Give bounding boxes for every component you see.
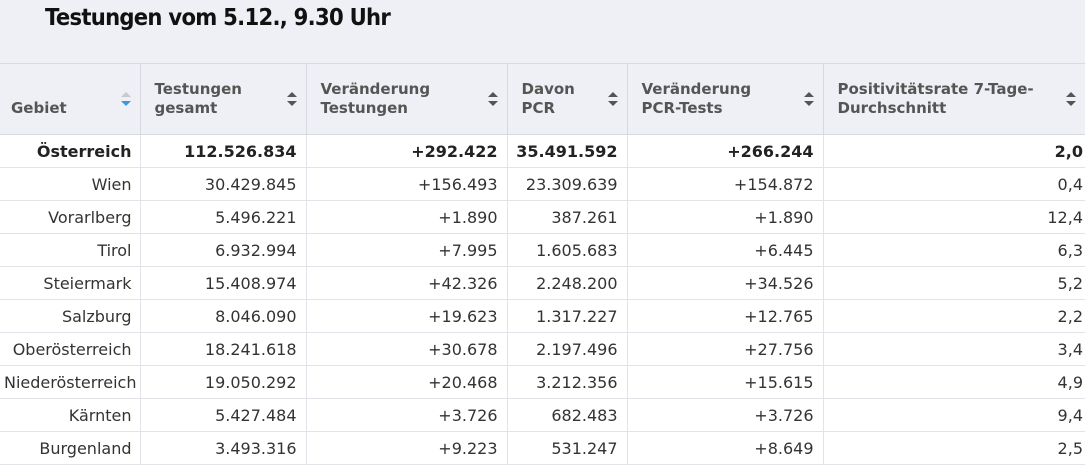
value-cell: 3.212.356 xyxy=(507,365,628,399)
column-header-label: Positivitätsrate 7-Tage-Durchschnitt xyxy=(837,80,1034,117)
column-header-label: Gebiet xyxy=(11,99,67,117)
table-row: Österreich 112.526.834 +292.422 35.491.592 +… xyxy=(0,134,1085,168)
region-cell: Wien xyxy=(0,167,141,201)
region-cell: Tirol xyxy=(0,233,141,267)
value-cell: 30.429.845 xyxy=(140,167,307,201)
table-row: Tirol 6.932.994 +7.995 1.605.683 +6.445 6,3 xyxy=(0,233,1085,267)
value-cell: +27.756 xyxy=(627,332,824,366)
value-cell: 2.197.496 xyxy=(507,332,628,366)
column-header-label: Veränderung PCR-Tests xyxy=(641,80,752,117)
value-cell: 6,3 xyxy=(823,233,1085,267)
value-cell: +1.890 xyxy=(627,200,824,234)
table-row: Vorarlberg 5.496.221 +1.890 387.261 +1.890 12… xyxy=(0,200,1085,234)
region-cell: Burgenland xyxy=(0,431,141,465)
header-veraenderung-pcr-tests[interactable]: Veränderung PCR-Tests xyxy=(627,63,824,135)
value-cell: 2,5 xyxy=(823,431,1085,465)
value-cell: 5.427.484 xyxy=(140,398,307,432)
header-gebiet[interactable]: Gebiet xyxy=(0,63,141,135)
value-cell: +15.615 xyxy=(627,365,824,399)
table-row: Steiermark 15.408.974 +42.326 2.248.200 +34.… xyxy=(0,266,1085,300)
value-cell: +12.765 xyxy=(627,299,824,333)
sort-icon[interactable] xyxy=(1065,90,1077,108)
value-cell: 2.248.200 xyxy=(507,266,628,300)
header-testungen-gesamt[interactable]: Testungen gesamt xyxy=(140,63,307,135)
value-cell: 15.408.974 xyxy=(140,266,307,300)
region-cell: Salzburg xyxy=(0,299,141,333)
value-cell: +292.422 xyxy=(306,134,508,168)
value-cell: 8.046.090 xyxy=(140,299,307,333)
value-cell: 1.317.227 xyxy=(507,299,628,333)
value-cell: +156.493 xyxy=(306,167,508,201)
value-cell: 6.932.994 xyxy=(140,233,307,267)
value-cell: +6.445 xyxy=(627,233,824,267)
table-row: Burgenland 3.493.316 +9.223 531.247 +8.649 2,… xyxy=(0,431,1085,465)
value-cell: 1.605.683 xyxy=(507,233,628,267)
column-header-label: Davon PCR xyxy=(521,80,575,117)
value-cell: 19.050.292 xyxy=(140,365,307,399)
column-header-label: Veränderung Testungen xyxy=(320,80,431,117)
table-header-row: Gebiet Testungen gesamt Veränderung Testun… xyxy=(0,63,1085,135)
value-cell: +1.890 xyxy=(306,200,508,234)
value-cell: 3.493.316 xyxy=(140,431,307,465)
region-cell: Niederösterreich xyxy=(0,365,141,399)
column-header-label: Testungen gesamt xyxy=(154,80,242,117)
value-cell: +7.995 xyxy=(306,233,508,267)
header-davon-pcr[interactable]: Davon PCR xyxy=(507,63,628,135)
table-row: Salzburg 8.046.090 +19.623 1.317.227 +12.765… xyxy=(0,299,1085,333)
region-cell: Vorarlberg xyxy=(0,200,141,234)
table-row: Kärnten 5.427.484 +3.726 682.483 +3.726 9,4 xyxy=(0,398,1085,432)
sort-icon[interactable] xyxy=(803,90,815,108)
table-row: Wien 30.429.845 +156.493 23.309.639 +154.872… xyxy=(0,167,1085,201)
region-cell: Kärnten xyxy=(0,398,141,432)
table-row: Niederösterreich 19.050.292 +20.468 3.212.3… xyxy=(0,365,1085,399)
value-cell: 23.309.639 xyxy=(507,167,628,201)
table-body: Österreich 112.526.834 +292.422 35.491.592 +… xyxy=(0,134,1085,465)
region-cell: Österreich xyxy=(0,134,141,168)
value-cell: +3.726 xyxy=(306,398,508,432)
value-cell: 9,4 xyxy=(823,398,1085,432)
table-row: Oberösterreich 18.241.618 +30.678 2.197.496… xyxy=(0,332,1085,366)
value-cell: 0,4 xyxy=(823,167,1085,201)
sort-icon[interactable] xyxy=(487,90,499,108)
sort-icon[interactable] xyxy=(120,90,132,108)
value-cell: +154.872 xyxy=(627,167,824,201)
header-veraenderung-testungen[interactable]: Veränderung Testungen xyxy=(306,63,508,135)
value-cell: 2,2 xyxy=(823,299,1085,333)
sort-icon[interactable] xyxy=(286,90,298,108)
value-cell: 5.496.221 xyxy=(140,200,307,234)
value-cell: +8.649 xyxy=(627,431,824,465)
title-bar: Testungen vom 5.12., 9.30 Uhr xyxy=(0,0,1085,63)
value-cell: 4,9 xyxy=(823,365,1085,399)
value-cell: +20.468 xyxy=(306,365,508,399)
region-cell: Oberösterreich xyxy=(0,332,141,366)
value-cell: +19.623 xyxy=(306,299,508,333)
value-cell: +266.244 xyxy=(627,134,824,168)
value-cell: +42.326 xyxy=(306,266,508,300)
page-title: Testungen vom 5.12., 9.30 Uhr xyxy=(45,5,391,31)
value-cell: +30.678 xyxy=(306,332,508,366)
value-cell: 5,2 xyxy=(823,266,1085,300)
value-cell: 387.261 xyxy=(507,200,628,234)
value-cell: 531.247 xyxy=(507,431,628,465)
value-cell: 3,4 xyxy=(823,332,1085,366)
value-cell: +3.726 xyxy=(627,398,824,432)
value-cell: 682.483 xyxy=(507,398,628,432)
value-cell: 2,0 xyxy=(823,134,1085,168)
value-cell: +9.223 xyxy=(306,431,508,465)
sort-icon[interactable] xyxy=(607,90,619,108)
value-cell: 12,4 xyxy=(823,200,1085,234)
value-cell: 112.526.834 xyxy=(140,134,307,168)
value-cell: +34.526 xyxy=(627,266,824,300)
value-cell: 35.491.592 xyxy=(507,134,628,168)
region-cell: Steiermark xyxy=(0,266,141,300)
header-positivitaetsrate[interactable]: Positivitätsrate 7-Tage-Durchschnitt xyxy=(823,63,1085,135)
value-cell: 18.241.618 xyxy=(140,332,307,366)
testing-table: Gebiet Testungen gesamt Veränderung Testun… xyxy=(0,63,1085,465)
